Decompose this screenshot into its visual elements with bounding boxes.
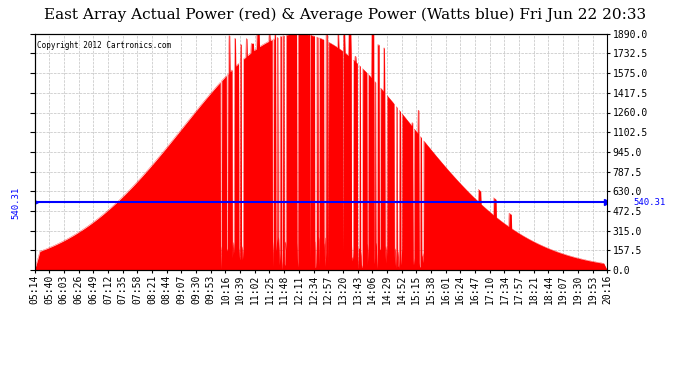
Text: 540.31: 540.31 — [633, 198, 665, 207]
Text: Copyright 2012 Cartronics.com: Copyright 2012 Cartronics.com — [37, 41, 172, 50]
Text: East Array Actual Power (red) & Average Power (Watts blue) Fri Jun 22 20:33: East Array Actual Power (red) & Average … — [44, 8, 646, 22]
Text: 540.31: 540.31 — [12, 186, 21, 219]
